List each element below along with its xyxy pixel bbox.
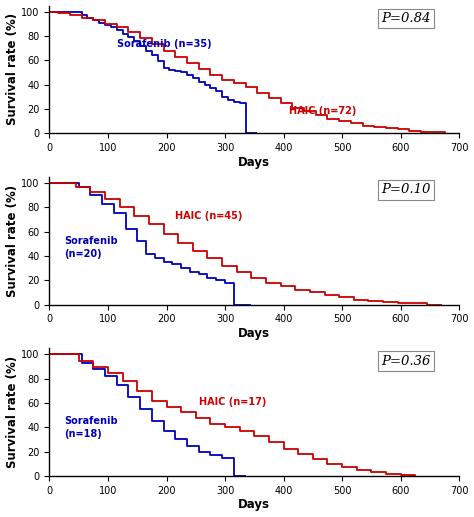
Y-axis label: Survival rate (%): Survival rate (%): [6, 13, 18, 126]
Text: HAIC (n=72): HAIC (n=72): [290, 107, 357, 116]
Text: P=0.10: P=0.10: [381, 184, 430, 196]
Y-axis label: Survival rate (%): Survival rate (%): [6, 356, 18, 468]
Text: Sorafenib
(n=20): Sorafenib (n=20): [64, 236, 118, 258]
Text: HAIC (n=45): HAIC (n=45): [175, 211, 243, 221]
X-axis label: Days: Days: [238, 327, 270, 340]
Text: HAIC (n=17): HAIC (n=17): [199, 397, 266, 407]
X-axis label: Days: Days: [238, 498, 270, 511]
Y-axis label: Survival rate (%): Survival rate (%): [6, 185, 18, 297]
Text: Sorafenib (n=35): Sorafenib (n=35): [117, 39, 211, 50]
Text: P=0.36: P=0.36: [381, 355, 430, 368]
X-axis label: Days: Days: [238, 156, 270, 169]
Text: P=0.84: P=0.84: [381, 12, 430, 25]
Text: Sorafenib
(n=18): Sorafenib (n=18): [64, 416, 118, 438]
